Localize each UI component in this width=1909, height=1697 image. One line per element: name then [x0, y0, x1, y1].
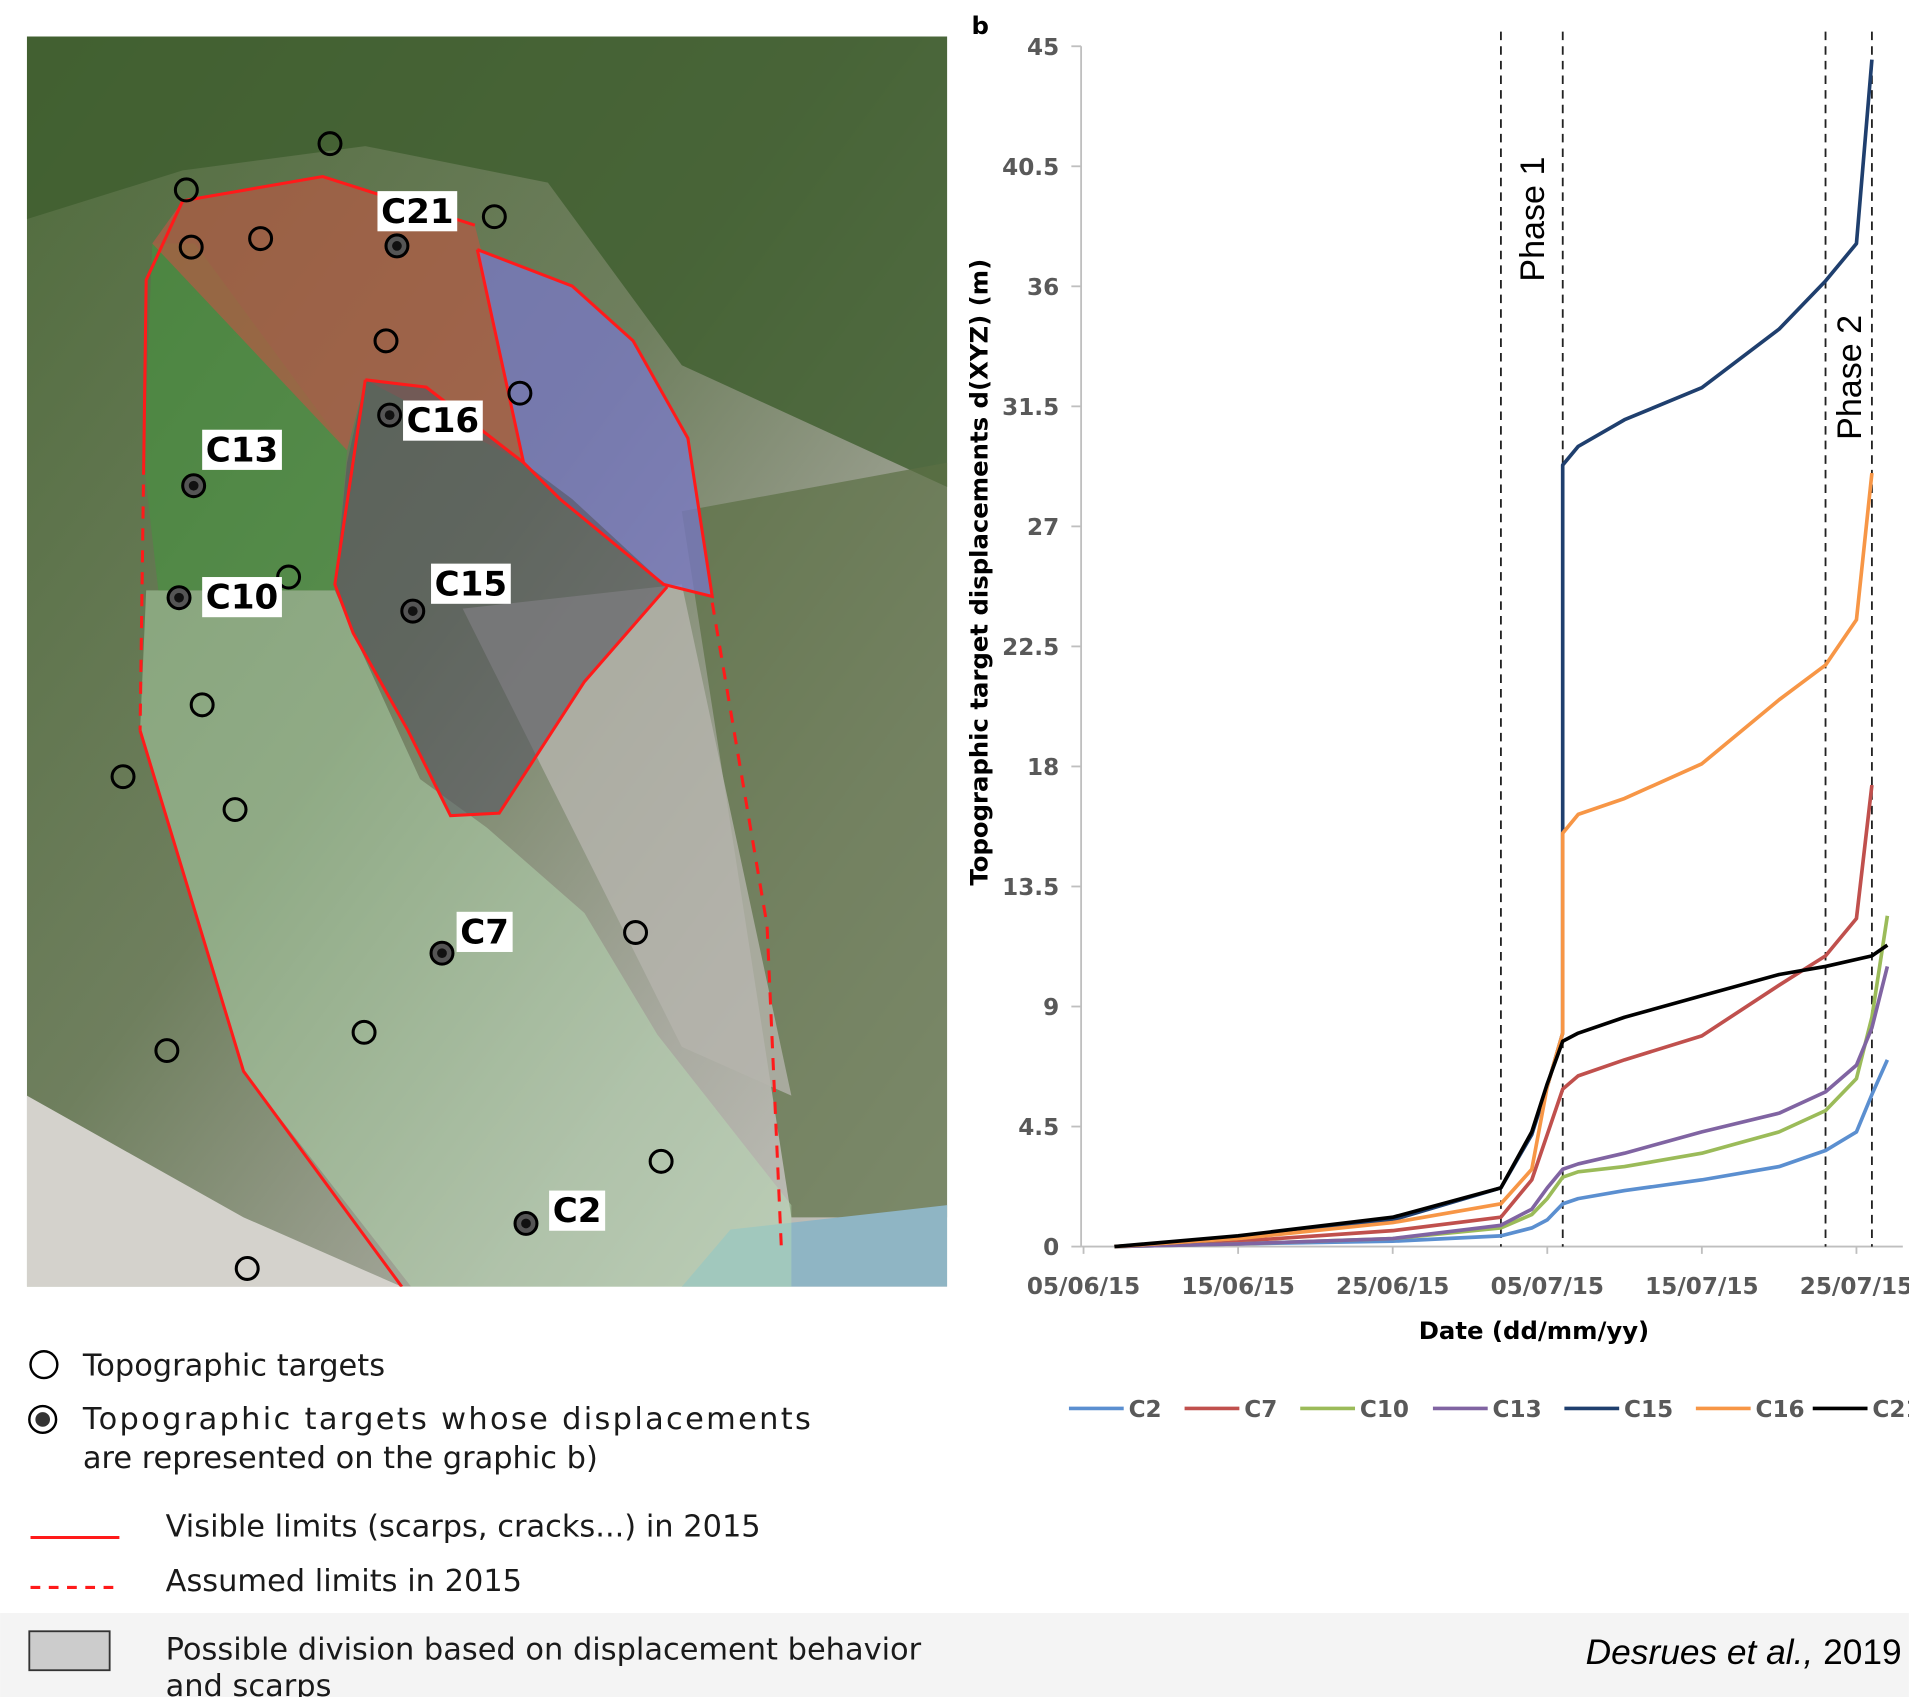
target: [385, 410, 395, 420]
x-axis-title: Date (dd/mm/yy): [1419, 1316, 1649, 1345]
zone-label: C10: [206, 578, 278, 618]
chart: 0 4.5 9 13.5 18 22.5 27 31.5 36 40.5 45 05/06/15 15/…: [1002, 32, 1909, 1423]
x-tick-label: 25/06/15: [1336, 1274, 1449, 1300]
credit-year: 2019: [1823, 1633, 1902, 1672]
page: {"photo": {"zone_labels": ["C21", "C16",…: [0, 0, 1909, 1697]
y-tick-label: 22.5: [1002, 635, 1059, 661]
photo: C21 C16 C13 C15 C10 C7 C2: [27, 37, 947, 1291]
zone-label: C21: [381, 192, 453, 232]
series-line: [1114, 473, 1871, 1247]
x-tick-label: 15/07/15: [1645, 1274, 1758, 1300]
series-line: [1114, 60, 1871, 1247]
credit-authors: Desrues et al.,: [1586, 1633, 1814, 1672]
y-tick-label: 45: [1027, 35, 1059, 61]
legend-label: C16: [1756, 1397, 1805, 1423]
zone-label: C16: [407, 401, 479, 441]
legend-text: Assumed limits in 2015: [166, 1564, 522, 1599]
target: [392, 241, 402, 251]
legend-text: Topographic targets: [82, 1349, 385, 1384]
credit: Desrues et al., 2019: [1586, 1633, 1902, 1672]
zone-label: C13: [206, 430, 278, 470]
phase-label: Phase 1: [1514, 157, 1552, 282]
legend-label: C10: [1360, 1397, 1409, 1423]
y-tick-label: 0: [1043, 1235, 1059, 1261]
legend-text: and scarps: [166, 1669, 332, 1697]
x-tick-label: 25/07/15: [1800, 1274, 1909, 1300]
legend-symbol: [35, 1412, 50, 1427]
legend-text: Possible division based on displacement …: [166, 1632, 922, 1667]
zone-label: C7: [460, 912, 509, 952]
legend-symbol: [29, 1631, 109, 1670]
x-tick-label: 15/06/15: [1181, 1274, 1294, 1300]
y-axis-title: Topographic target displacements d(XYZ) …: [964, 259, 993, 886]
y-tick-label: 40.5: [1002, 155, 1059, 181]
y-tick-label: 27: [1027, 515, 1059, 541]
target: [189, 481, 199, 491]
legend-symbol: [31, 1351, 58, 1378]
series-line: [1114, 785, 1871, 1247]
panel-label: b: [972, 11, 989, 40]
phase-label: Phase 2: [1831, 315, 1869, 440]
legend-label: C21: [1872, 1397, 1909, 1423]
legend-text: Visible limits (scarps, cracks...) in 20…: [166, 1509, 761, 1544]
target: [521, 1219, 531, 1229]
legend-text: Topographic targets whose displacements: [82, 1402, 811, 1437]
y-tick-label: 36: [1027, 275, 1059, 301]
zone-label: C2: [553, 1191, 602, 1231]
y-tick-label: 13.5: [1002, 875, 1059, 901]
y-tick-label: 4.5: [1018, 1115, 1059, 1141]
legend-label: C13: [1493, 1397, 1542, 1423]
y-tick-label: 9: [1043, 995, 1059, 1021]
x-tick-label: 05/06/15: [1027, 1274, 1140, 1300]
zone-label: C15: [435, 564, 507, 604]
legend-label: C15: [1624, 1397, 1673, 1423]
y-tick-label: 18: [1027, 755, 1059, 781]
target: [174, 593, 184, 603]
target: [437, 948, 447, 958]
y-tick-label: 31.5: [1002, 395, 1059, 421]
legend-label: C2: [1129, 1397, 1162, 1423]
x-tick-label: 05/07/15: [1491, 1274, 1604, 1300]
legend-label: C7: [1244, 1397, 1277, 1423]
target: [408, 606, 418, 616]
series-line: [1114, 916, 1887, 1247]
legend-text: are represented on the graphic b): [83, 1441, 598, 1476]
figure: C21 C16 C13 C15 C10 C7 C2 Topographic targets …: [0, 0, 1909, 1697]
